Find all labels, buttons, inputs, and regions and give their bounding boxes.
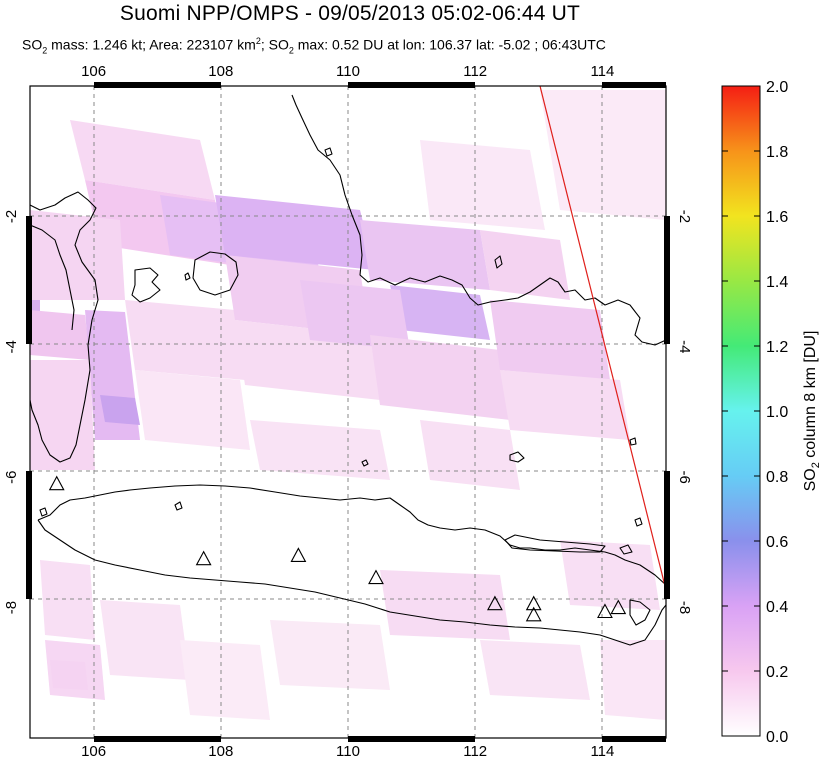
map-border-bars xyxy=(26,82,670,742)
volcano-triangle-icon xyxy=(486,595,503,611)
volcano-triangle-icon xyxy=(525,595,542,611)
lat-tick-label-left: -6 xyxy=(3,471,20,484)
volcano-triangle-icon xyxy=(610,599,627,615)
volcano-triangle-icon xyxy=(290,547,307,562)
swath-edge-line xyxy=(539,85,667,591)
colorbar-tick-label: 0.4 xyxy=(766,599,788,616)
colorbar-tick-label: 0.2 xyxy=(766,664,788,681)
area-superscript: 2 xyxy=(255,36,261,46)
lon-tick-label-bottom: 106 xyxy=(81,743,106,759)
lat-tick-label-right: -8 xyxy=(676,601,693,614)
volcano-triangle-icon xyxy=(368,569,384,585)
lon-tick-label-bottom: 110 xyxy=(336,743,360,759)
lon-tick-label-bottom: 108 xyxy=(208,743,233,759)
lat-tick-label-right: -6 xyxy=(676,471,693,484)
so2-mass-label: SO xyxy=(22,36,43,53)
colorbar-tick-label: 2.0 xyxy=(766,79,788,96)
colorbar xyxy=(721,85,761,737)
colorbar-tick-label: 1.8 xyxy=(766,144,788,161)
colorbar-tick-label: 0.8 xyxy=(766,469,788,486)
lat-tick-label-left: -8 xyxy=(3,601,20,614)
volcano-triangle-icon xyxy=(48,475,65,491)
lon-tick-label-top: 106 xyxy=(81,63,106,80)
lon-tick-label-bottom: 114 xyxy=(590,743,614,759)
so2-max-subscript: 2 xyxy=(288,45,294,56)
volcano-triangle-icon xyxy=(525,606,542,622)
volcano-triangle-icon xyxy=(597,603,613,619)
colorbar-tick-label: 1.0 xyxy=(766,404,788,421)
map-subtitle: SO2 mass: 1.246 kt; Area: 223107 km2; SO… xyxy=(22,36,606,55)
lon-tick-label-top: 114 xyxy=(590,63,614,80)
lat-tick-label-left: -4 xyxy=(3,340,20,353)
coastlines xyxy=(30,94,666,646)
colorbar-tick-label: 1.6 xyxy=(766,209,788,226)
lat-labels-left: -2 -4 -6 -8 xyxy=(3,210,20,615)
lat-tick-label-right: -4 xyxy=(676,340,693,353)
colorbar-tick-label: 1.4 xyxy=(766,274,788,291)
map-title: Suomi NPP/OMPS - 09/05/2013 05:02-06:44 … xyxy=(119,2,581,25)
so2-pixels xyxy=(30,90,666,720)
so2-subscript: 2 xyxy=(42,45,48,56)
lat-tick-label-right: -2 xyxy=(676,210,693,223)
so2-max-label: ; SO xyxy=(260,36,289,53)
lon-tick-label-top: 108 xyxy=(208,63,233,80)
volcano-triangle-icon xyxy=(195,550,212,566)
lon-labels-top: 106 108 110 112 114 xyxy=(81,63,614,80)
graticule xyxy=(30,86,666,738)
lon-labels-bottom: 106 108 110 112 114 xyxy=(81,743,614,759)
colorbar-ticks: 2.0 1.8 1.6 1.4 1.2 1.0 0.8 0.6 0.4 0.2 0.0 xyxy=(722,79,788,746)
lat-tick-label-left: -2 xyxy=(3,210,20,223)
volcano-markers xyxy=(48,475,627,622)
colorbar-label: SO2 column 8 km [DU] xyxy=(802,331,822,492)
colorbar-tick-label: 1.2 xyxy=(766,339,788,356)
lon-tick-label-bottom: 112 xyxy=(463,743,487,759)
lon-tick-label-top: 110 xyxy=(336,63,360,80)
so2-mass-area: mass: 1.246 kt; Area: 223107 km xyxy=(47,36,256,53)
so2-max-info: max: 0.52 DU at lon: 106.37 lat: -5.02 ;… xyxy=(293,36,606,53)
colorbar-tick-label: 0.6 xyxy=(766,534,788,551)
lat-labels-right: -2 -4 -6 -8 xyxy=(676,210,693,615)
lon-tick-label-top: 112 xyxy=(463,63,487,80)
colorbar-tick-label: 0.0 xyxy=(766,729,788,746)
